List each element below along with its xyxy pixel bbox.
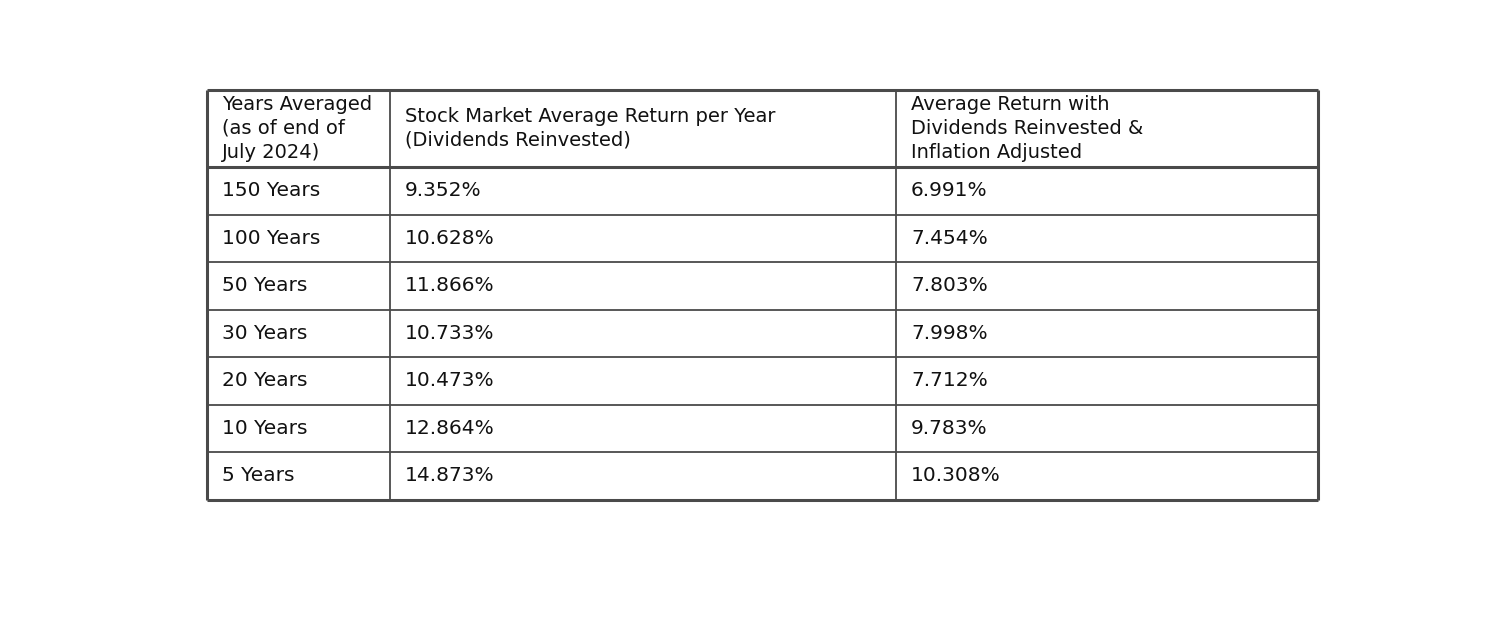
Text: 10.473%: 10.473% — [405, 372, 496, 390]
Text: 14.873%: 14.873% — [405, 466, 496, 485]
Text: 9.783%: 9.783% — [911, 419, 988, 438]
Text: 150 Years: 150 Years — [222, 181, 320, 201]
Text: Years Averaged
(as of end of
July 2024): Years Averaged (as of end of July 2024) — [222, 95, 372, 162]
Text: 9.352%: 9.352% — [405, 181, 482, 201]
Text: Average Return with
Dividends Reinvested &
Inflation Adjusted: Average Return with Dividends Reinvested… — [911, 95, 1143, 162]
Text: 5 Years: 5 Years — [222, 466, 295, 485]
Text: 7.998%: 7.998% — [911, 324, 988, 343]
Text: 20 Years: 20 Years — [222, 372, 307, 390]
Text: 12.864%: 12.864% — [405, 419, 496, 438]
Text: 10.628%: 10.628% — [405, 229, 496, 248]
Text: 10.733%: 10.733% — [405, 324, 494, 343]
Text: 100 Years: 100 Years — [222, 229, 320, 248]
Text: Stock Market Average Return per Year
(Dividends Reinvested): Stock Market Average Return per Year (Di… — [405, 107, 775, 150]
Text: 7.454%: 7.454% — [911, 229, 988, 248]
Text: 10 Years: 10 Years — [222, 419, 307, 438]
Text: 7.803%: 7.803% — [911, 276, 988, 295]
Text: 6.991%: 6.991% — [911, 181, 988, 201]
Text: 30 Years: 30 Years — [222, 324, 307, 343]
Text: 50 Years: 50 Years — [222, 276, 307, 295]
Text: 11.866%: 11.866% — [405, 276, 496, 295]
Text: 7.712%: 7.712% — [911, 372, 988, 390]
Text: 10.308%: 10.308% — [911, 466, 1001, 485]
